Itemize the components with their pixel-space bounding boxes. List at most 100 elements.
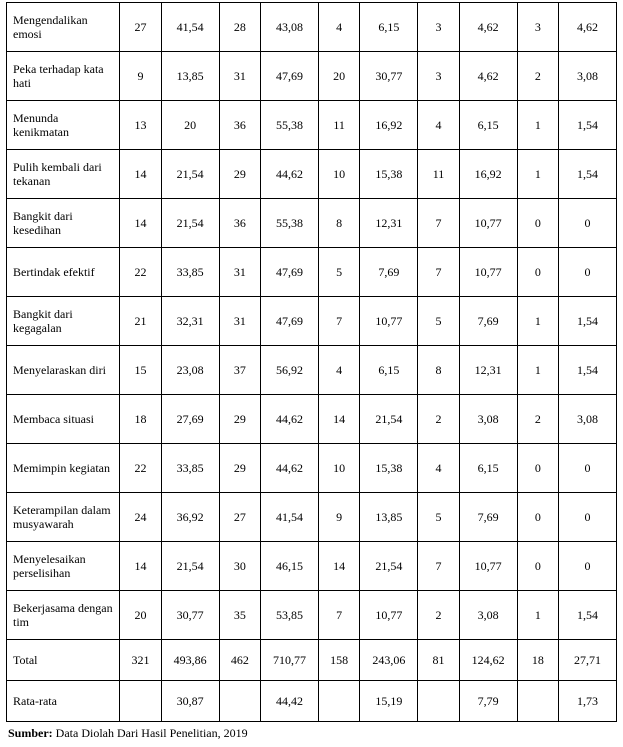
cell-value: 9 xyxy=(120,52,162,101)
cell-value: 10,77 xyxy=(459,248,517,297)
data-table: Mengendalikan emosi2741,542843,0846,1534… xyxy=(6,2,617,722)
cell-value: 35 xyxy=(219,591,261,640)
cell-value: 16,92 xyxy=(459,150,517,199)
table-row: Bangkit dari kegagalan2132,313147,69710,… xyxy=(7,297,617,346)
cell-value: 10 xyxy=(318,444,360,493)
page-container: Mengendalikan emosi2741,542843,0846,1534… xyxy=(0,0,623,747)
cell-value: 20 xyxy=(161,101,219,150)
row-label: Bangkit dari kesedihan xyxy=(7,199,120,248)
cell-value xyxy=(120,681,162,722)
table-row: Memimpin kegiatan2233,852944,621015,3846… xyxy=(7,444,617,493)
row-label: Menunda kenikmatan xyxy=(7,101,120,150)
cell-value: 7 xyxy=(418,248,460,297)
cell-value: 10,77 xyxy=(360,297,418,346)
cell-value: 28 xyxy=(219,3,261,52)
cell-value: 16,92 xyxy=(360,101,418,150)
row-label: Mengendalikan emosi xyxy=(7,3,120,52)
cell-value: 44,62 xyxy=(261,395,319,444)
cell-value: 0 xyxy=(517,199,559,248)
cell-value: 29 xyxy=(219,444,261,493)
table-row: Rata-rata30,8744,4215,197,791,73 xyxy=(7,681,617,722)
cell-value: 14 xyxy=(120,199,162,248)
cell-value: 7,79 xyxy=(459,681,517,722)
cell-value: 6,15 xyxy=(459,444,517,493)
cell-value: 1,54 xyxy=(559,297,617,346)
cell-value: 10,77 xyxy=(459,199,517,248)
cell-value: 31 xyxy=(219,297,261,346)
row-label: Bekerjasama dengan tim xyxy=(7,591,120,640)
cell-value: 0 xyxy=(559,248,617,297)
table-row: Menyelesaikan perselisihan1421,543046,15… xyxy=(7,542,617,591)
cell-value xyxy=(318,681,360,722)
cell-value: 1,54 xyxy=(559,150,617,199)
cell-value: 1,73 xyxy=(559,681,617,722)
cell-value: 21,54 xyxy=(161,542,219,591)
row-label: Peka terhadap kata hati xyxy=(7,52,120,101)
cell-value: 56,92 xyxy=(261,346,319,395)
cell-value: 55,38 xyxy=(261,101,319,150)
cell-value: 2 xyxy=(517,395,559,444)
cell-value: 2 xyxy=(418,591,460,640)
cell-value: 8 xyxy=(418,346,460,395)
cell-value: 33,85 xyxy=(161,444,219,493)
row-label: Keterampilan dalam musyawarah xyxy=(7,493,120,542)
cell-value: 43,08 xyxy=(261,3,319,52)
cell-value: 4 xyxy=(418,444,460,493)
cell-value: 5 xyxy=(418,493,460,542)
table-row: Peka terhadap kata hati913,853147,692030… xyxy=(7,52,617,101)
cell-value: 8 xyxy=(318,199,360,248)
table-row: Mengendalikan emosi2741,542843,0846,1534… xyxy=(7,3,617,52)
cell-value: 6,15 xyxy=(459,101,517,150)
cell-value: 14 xyxy=(120,150,162,199)
cell-value: 31 xyxy=(219,248,261,297)
cell-value: 1 xyxy=(517,591,559,640)
cell-value: 10,77 xyxy=(459,542,517,591)
cell-value: 44,62 xyxy=(261,444,319,493)
cell-value: 7 xyxy=(318,591,360,640)
source-text: Data Diolah Dari Hasil Penelitian, 2019 xyxy=(53,726,248,740)
row-label: Total xyxy=(7,640,120,681)
cell-value: 243,06 xyxy=(360,640,418,681)
cell-value: 22 xyxy=(120,248,162,297)
cell-value: 1,54 xyxy=(559,346,617,395)
cell-value: 36,92 xyxy=(161,493,219,542)
table-row: Menunda kenikmatan13203655,381116,9246,1… xyxy=(7,101,617,150)
cell-value: 1 xyxy=(517,101,559,150)
cell-value: 124,62 xyxy=(459,640,517,681)
cell-value: 27,71 xyxy=(559,640,617,681)
cell-value: 7,69 xyxy=(459,493,517,542)
cell-value: 10,77 xyxy=(360,591,418,640)
cell-value: 0 xyxy=(559,542,617,591)
table-row: Keterampilan dalam musyawarah2436,922741… xyxy=(7,493,617,542)
table-row: Menyelaraskan diri1523,083756,9246,15812… xyxy=(7,346,617,395)
cell-value: 30 xyxy=(219,542,261,591)
cell-value: 5 xyxy=(318,248,360,297)
cell-value: 2 xyxy=(517,52,559,101)
cell-value: 4,62 xyxy=(559,3,617,52)
cell-value: 3,08 xyxy=(459,395,517,444)
cell-value: 22 xyxy=(120,444,162,493)
cell-value: 55,38 xyxy=(261,199,319,248)
cell-value: 44,42 xyxy=(261,681,319,722)
cell-value: 21,54 xyxy=(161,150,219,199)
cell-value xyxy=(418,681,460,722)
cell-value: 81 xyxy=(418,640,460,681)
cell-value: 20 xyxy=(318,52,360,101)
cell-value: 36 xyxy=(219,199,261,248)
cell-value: 13,85 xyxy=(360,493,418,542)
cell-value: 1,54 xyxy=(559,101,617,150)
cell-value: 29 xyxy=(219,150,261,199)
row-label: Rata-rata xyxy=(7,681,120,722)
cell-value: 4 xyxy=(418,101,460,150)
cell-value: 3 xyxy=(517,3,559,52)
cell-value: 3,08 xyxy=(559,52,617,101)
cell-value: 14 xyxy=(318,395,360,444)
cell-value: 321 xyxy=(120,640,162,681)
cell-value: 24 xyxy=(120,493,162,542)
cell-value: 0 xyxy=(559,493,617,542)
cell-value: 0 xyxy=(517,444,559,493)
row-label: Bangkit dari kegagalan xyxy=(7,297,120,346)
cell-value: 33,85 xyxy=(161,248,219,297)
cell-value: 6,15 xyxy=(360,3,418,52)
cell-value: 21,54 xyxy=(161,199,219,248)
